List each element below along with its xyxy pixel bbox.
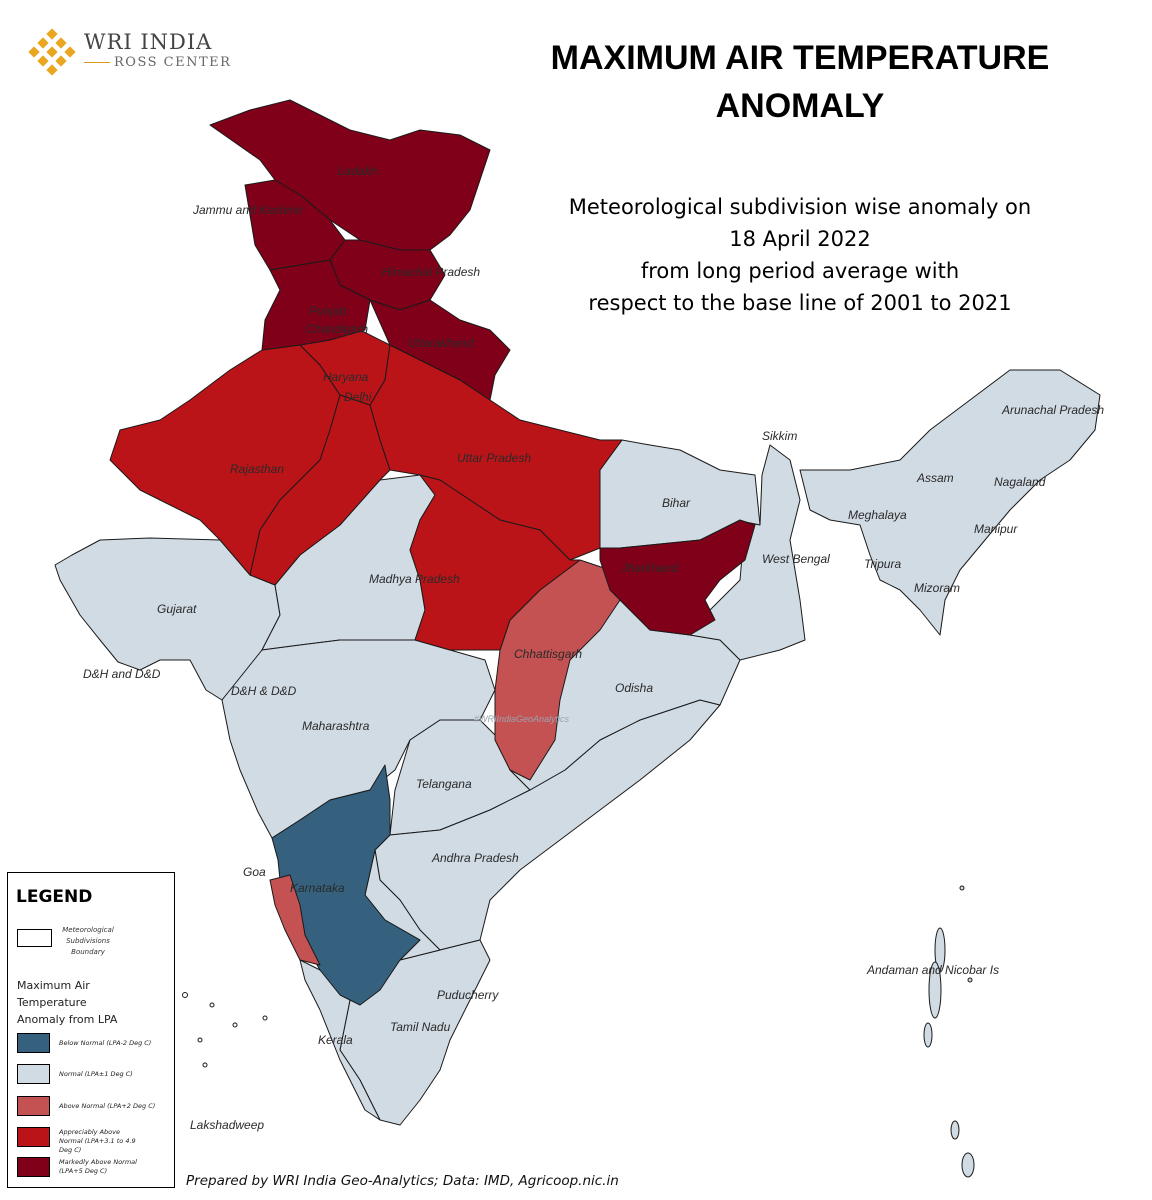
watermark: #WRIIndiaGeoAnalytics [474,714,570,724]
legend-swatch [17,1096,50,1116]
logo: WRI INDIA ROSS CENTER [28,28,258,78]
label-chhattisgarh: Chhattisgarh [514,647,582,661]
legend: LEGEND Meteorological Subdivisions Bound… [7,872,175,1188]
label-karnataka: Karnataka [290,881,345,895]
legend-heading-line-1: Maximum Air [17,979,90,992]
label-kerala: Kerala [318,1033,353,1047]
subtitle-line-4: respect to the base line of 2001 to 2021 [588,291,1012,315]
lakshadweep-islands [182,992,268,1068]
label-andaman: Andaman and Nicobar Is [866,963,999,977]
label-lakshadweep: Lakshadweep [190,1118,264,1132]
label-jharkhand: Jharkhand [621,561,678,575]
legend-item-markedly-above: Markedly Above Normal (LPA+5 Deg C) [17,1157,172,1179]
label-gujarat: Gujarat [157,602,197,616]
label-west-bengal: West Bengal [762,552,830,566]
legend-item-appreciably-above: Appreciably Above Normal (LPA+3.1 to 4.9… [17,1127,172,1154]
label-haryana: Haryana [323,370,369,384]
label-puducherry: Puducherry [437,988,499,1002]
region-jharkhand [599,519,756,636]
label-tripura: Tripura [864,557,901,571]
legend-item-label: Markedly Above Normal (LPA+5 Deg C) [59,1158,137,1175]
region-punjab [261,259,371,351]
title-line-1: MAXIMUM AIR TEMPERATURE [550,39,1050,77]
label-himachal: Himachal Pradesh [382,265,480,279]
label-meghalaya: Meghalaya [848,508,907,522]
legend-item-label: Below Normal (LPA-2 Deg C) [59,1039,152,1047]
label-manipur: Manipur [974,522,1018,536]
region-coastal-karnataka [269,874,321,966]
legend-heading-line-2: Temperature [17,996,87,1009]
title-line-2: ANOMALY [715,87,885,125]
label-bihar: Bihar [662,496,691,510]
wri-logo-icon [28,28,76,76]
label-delhi: Delhi [344,390,372,404]
label-andhra: Andhra Pradesh [431,851,519,865]
label-tamil-nadu: Tamil Nadu [390,1020,451,1034]
map-subtitle: Meteorological subdivision wise anomaly … [540,191,1060,319]
legend-boundary-swatch [17,929,52,947]
label-punjab: Punjab [309,304,347,318]
label-mizoram: Mizoram [914,581,960,595]
logo-subtitle: ROSS CENTER [84,55,231,70]
legend-item-label: Above Normal (LPA+2 Deg C) [59,1102,156,1110]
label-ladakh: Ladakh [338,164,378,178]
label-uttarakhand: Uttarakhand [408,336,474,350]
label-madhya-pradesh: Madhya Pradesh [369,572,460,586]
legend-swatch [17,1127,50,1147]
legend-item-above-normal: Above Normal (LPA+2 Deg C) [17,1096,172,1118]
label-dh-and-dd-west: D&H and D&D [83,667,161,681]
legend-swatch [17,1157,50,1177]
label-arunachal: Arunachal Pradesh [1001,403,1104,417]
label-assam: Assam [916,471,954,485]
label-rajasthan: Rajasthan [230,462,284,476]
legend-heading-line-3: Anomaly from LPA [17,1013,118,1026]
label-odisha: Odisha [615,681,653,695]
label-jammu-kashmir: Jammu and Kashmir [192,203,304,217]
legend-item-label: Normal (LPA±1 Deg C) [59,1070,133,1078]
legend-boundary-label: Meteorological Subdivisions Boundary [62,926,114,956]
legend-title: LEGEND [16,887,93,907]
label-uttar-pradesh: Uttar Pradesh [457,451,531,465]
region-uttarakhand [369,299,511,401]
legend-heading: Maximum Air Temperature Anomaly from LPA [17,977,117,1028]
label-nagaland: Nagaland [994,475,1046,489]
legend-item-below-normal: Below Normal (LPA-2 Deg C) [17,1033,172,1055]
andaman-nicobar-islands [923,885,975,1178]
region-east-mp [409,474,581,651]
label-maharashtra: Maharashtra [302,719,370,733]
subtitle-line-3: from long period average with [640,259,960,283]
label-sikkim: Sikkim [762,429,797,443]
legend-swatch [17,1033,50,1053]
legend-swatch [17,1064,50,1084]
legend-item-label: Appreciably Above Normal (LPA+3.1 to 4.9… [59,1128,136,1154]
legend-item-normal: Normal (LPA±1 Deg C) [17,1064,172,1086]
logo-name: WRI INDIA [84,30,213,54]
label-goa: Goa [243,865,266,879]
label-chandigarh: Chandigarh [306,322,368,336]
subtitle-line-1: Meteorological subdivision wise anomaly … [568,195,1032,219]
credit-line: Prepared by WRI India Geo-Analytics; Dat… [186,1173,619,1189]
label-dh-dd: D&H & D&D [231,684,297,698]
map-title: MAXIMUM AIR TEMPERATURE ANOMALY [480,34,1120,130]
label-telangana: Telangana [416,777,472,791]
region-northeast [799,369,1101,636]
region-chhattisgarh [494,559,621,781]
subtitle-line-2: 18 April 2022 [729,227,871,251]
